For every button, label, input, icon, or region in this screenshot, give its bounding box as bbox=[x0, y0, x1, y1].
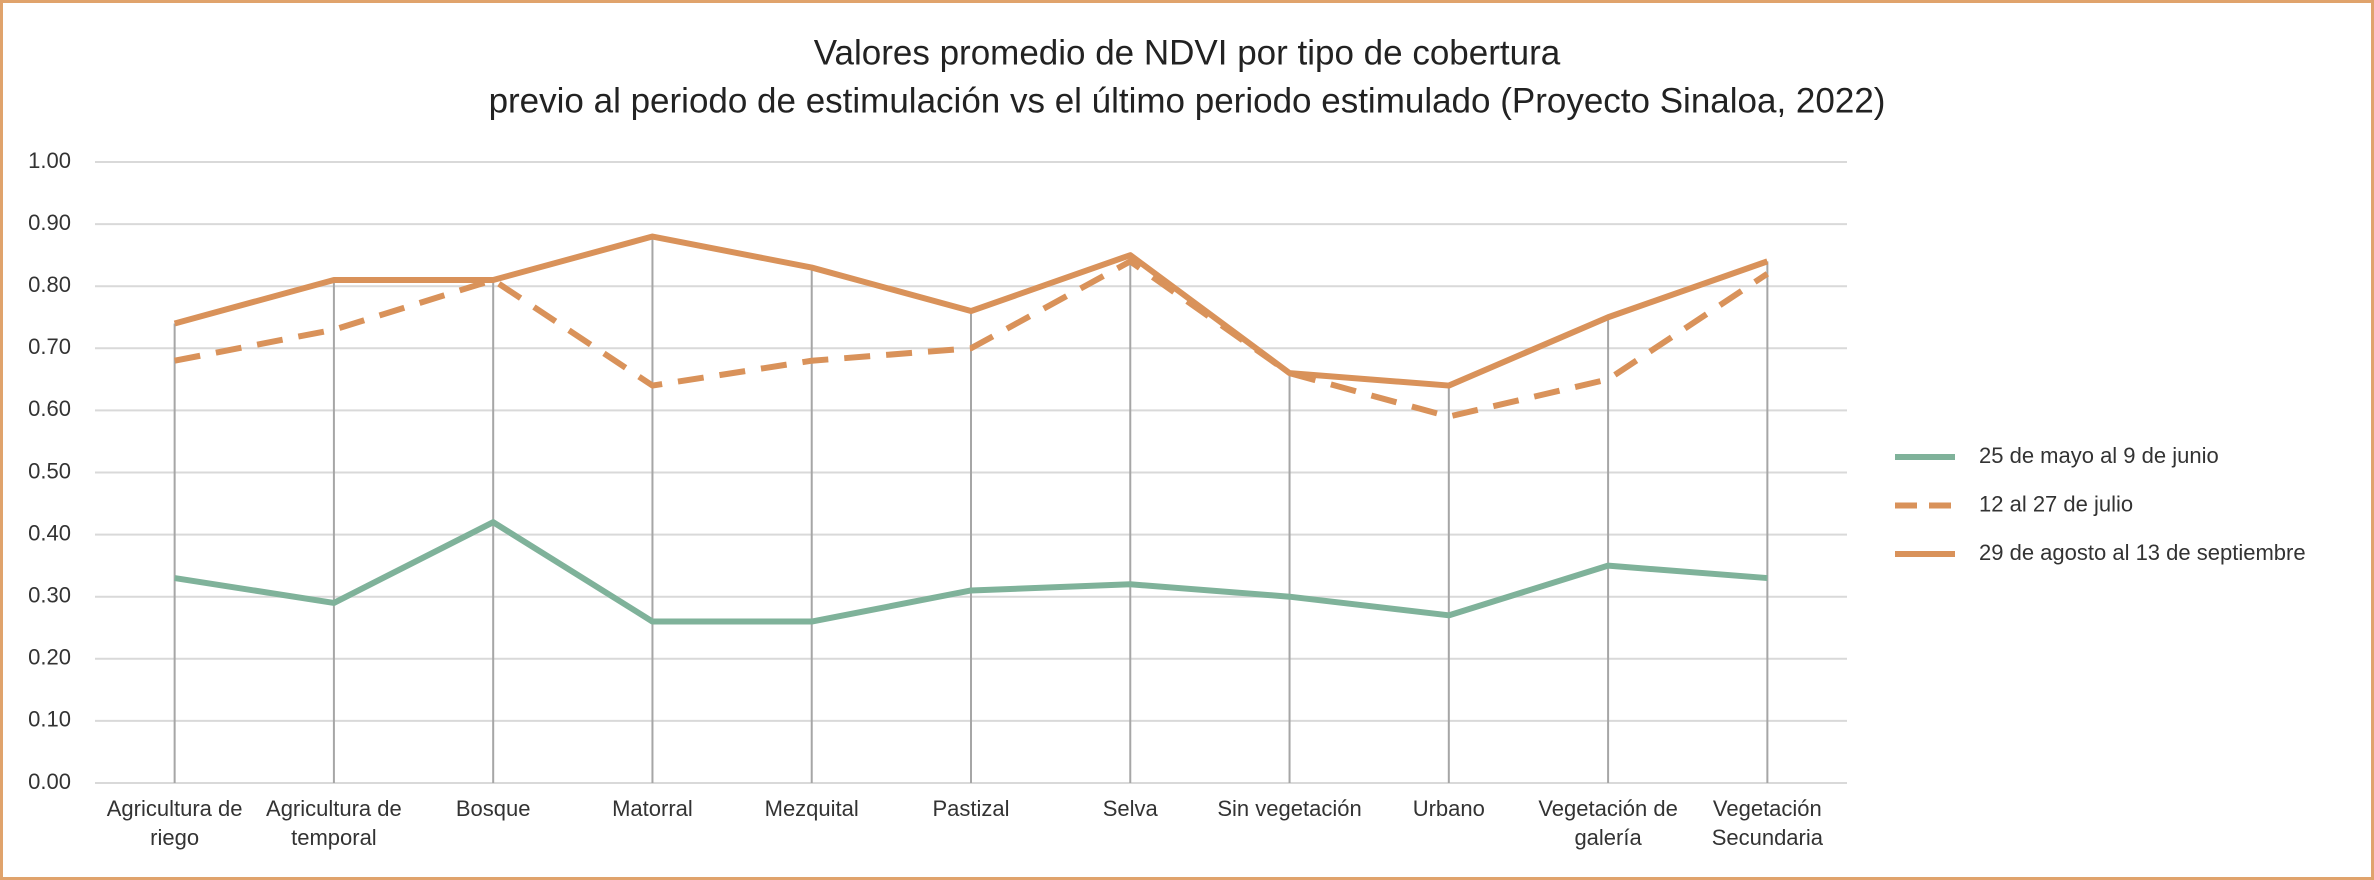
x-tick-label-box: Urbano bbox=[1412, 796, 1485, 821]
x-tick-label: Pastizal bbox=[932, 796, 1010, 821]
legend-label: 12 al 27 de julio bbox=[1979, 491, 2133, 516]
legend-label: 25 de mayo al 9 de junio bbox=[1979, 443, 2219, 468]
x-tick-label-box: Agricultura de temporal bbox=[266, 796, 402, 850]
x-tick-label: Urbano bbox=[1412, 796, 1485, 821]
y-tick-label: 0.60 bbox=[28, 396, 71, 421]
series-line bbox=[174, 519, 1768, 625]
x-tick-label-box: Mezquital bbox=[764, 796, 859, 821]
x-tick-label-box: Agricultura de riego bbox=[106, 796, 243, 850]
y-tick-label: 0.00 bbox=[28, 769, 71, 794]
x-tick-label: Matorral bbox=[612, 796, 693, 821]
x-tick-label: Mezquital bbox=[764, 796, 859, 821]
x-tick-label-box: Vegetación Secundaria bbox=[1711, 796, 1823, 850]
x-tick-label-box: Matorral bbox=[612, 796, 693, 821]
legend-label: 29 de agosto al 13 de septiembre bbox=[1979, 540, 2306, 565]
y-tick-label: 0.30 bbox=[28, 583, 71, 608]
y-tick-label: 0.70 bbox=[28, 334, 71, 359]
x-tick-label-box: Vegetación de galería bbox=[1538, 796, 1678, 850]
x-tick-label-box: Bosque bbox=[455, 796, 531, 821]
x-tick-label: Agricultura de riego bbox=[106, 796, 243, 850]
y-tick-label: 0.80 bbox=[28, 272, 71, 297]
y-tick-label: 0.90 bbox=[28, 210, 71, 235]
y-tick-label: 0.20 bbox=[28, 645, 71, 670]
chart-subtitle: previo al periodo de estimulación vs el … bbox=[489, 81, 1886, 120]
x-tick-label: Sin vegetación bbox=[1217, 796, 1362, 821]
x-tick-label: Bosque bbox=[455, 796, 531, 821]
x-tick-label: Vegetación de galería bbox=[1538, 796, 1678, 850]
chart-title: Valores promedio de NDVI por tipo de cob… bbox=[814, 33, 1561, 72]
x-tick-label: Selva bbox=[1102, 796, 1158, 821]
series-line bbox=[174, 258, 1770, 420]
series-line bbox=[173, 233, 1769, 389]
y-tick-label: 1.00 bbox=[28, 148, 71, 173]
y-tick-label: 0.40 bbox=[28, 520, 71, 545]
x-tick-label: Vegetación Secundaria bbox=[1711, 796, 1823, 850]
y-tick-label: 0.10 bbox=[28, 707, 71, 732]
x-tick-label-box: Pastizal bbox=[932, 796, 1010, 821]
x-tick-label-box: Sin vegetación bbox=[1217, 796, 1362, 821]
x-tick-label-box: Selva bbox=[1102, 796, 1158, 821]
y-tick-label: 0.50 bbox=[28, 458, 71, 483]
x-tick-label: Agricultura de temporal bbox=[266, 796, 402, 850]
